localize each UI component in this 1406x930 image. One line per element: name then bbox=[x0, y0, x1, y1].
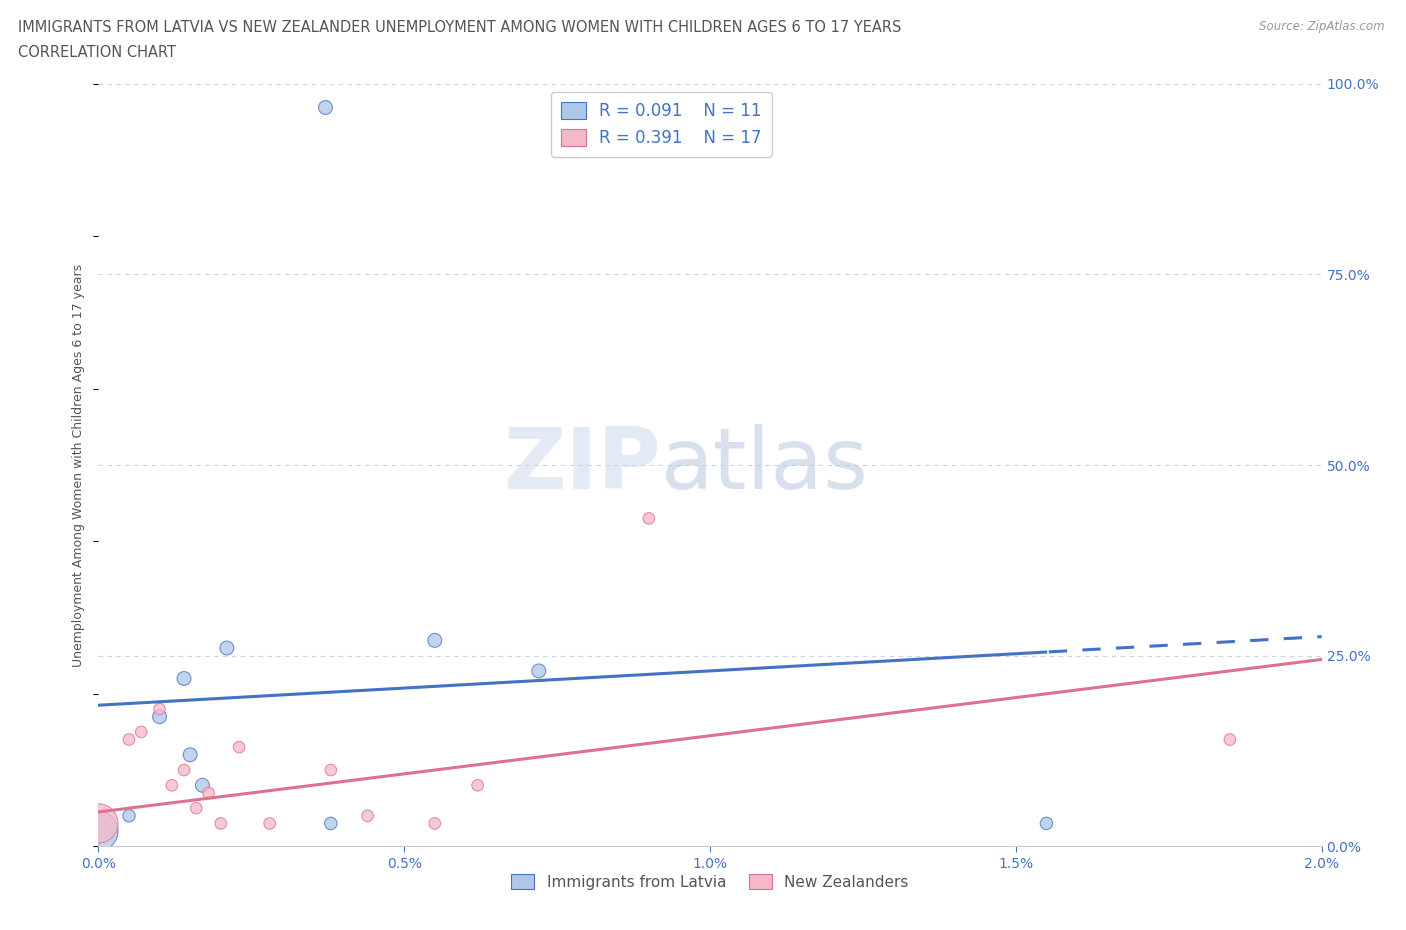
Point bbox=[149, 701, 172, 716]
Text: atlas: atlas bbox=[661, 423, 869, 507]
Text: Source: ZipAtlas.com: Source: ZipAtlas.com bbox=[1260, 20, 1385, 33]
Point bbox=[197, 786, 219, 801]
Point bbox=[319, 816, 342, 830]
Point bbox=[228, 739, 250, 754]
Point bbox=[527, 663, 550, 678]
Point bbox=[173, 763, 195, 777]
Point bbox=[160, 777, 183, 792]
Point bbox=[356, 808, 378, 823]
Point bbox=[118, 732, 141, 747]
Point bbox=[467, 777, 489, 792]
Point bbox=[314, 100, 336, 114]
Point bbox=[118, 808, 141, 823]
Point bbox=[186, 801, 208, 816]
Y-axis label: Unemployment Among Women with Children Ages 6 to 17 years: Unemployment Among Women with Children A… bbox=[72, 263, 86, 667]
Point bbox=[638, 511, 661, 525]
Point bbox=[423, 633, 446, 648]
Point bbox=[87, 816, 110, 830]
Text: ZIP: ZIP bbox=[503, 423, 661, 507]
Point bbox=[1219, 732, 1241, 747]
Point bbox=[87, 824, 110, 839]
Point bbox=[1035, 816, 1057, 830]
Point bbox=[173, 671, 195, 686]
Text: CORRELATION CHART: CORRELATION CHART bbox=[18, 45, 176, 60]
Point bbox=[179, 748, 201, 763]
Point bbox=[215, 641, 238, 656]
Text: IMMIGRANTS FROM LATVIA VS NEW ZEALANDER UNEMPLOYMENT AMONG WOMEN WITH CHILDREN A: IMMIGRANTS FROM LATVIA VS NEW ZEALANDER … bbox=[18, 20, 901, 35]
Point bbox=[259, 816, 281, 830]
Point bbox=[209, 816, 232, 830]
Point bbox=[129, 724, 152, 739]
Point bbox=[191, 777, 214, 792]
Legend: Immigrants from Latvia, New Zealanders: Immigrants from Latvia, New Zealanders bbox=[505, 868, 915, 896]
Point bbox=[149, 710, 172, 724]
Point bbox=[319, 763, 342, 777]
Point bbox=[423, 816, 446, 830]
